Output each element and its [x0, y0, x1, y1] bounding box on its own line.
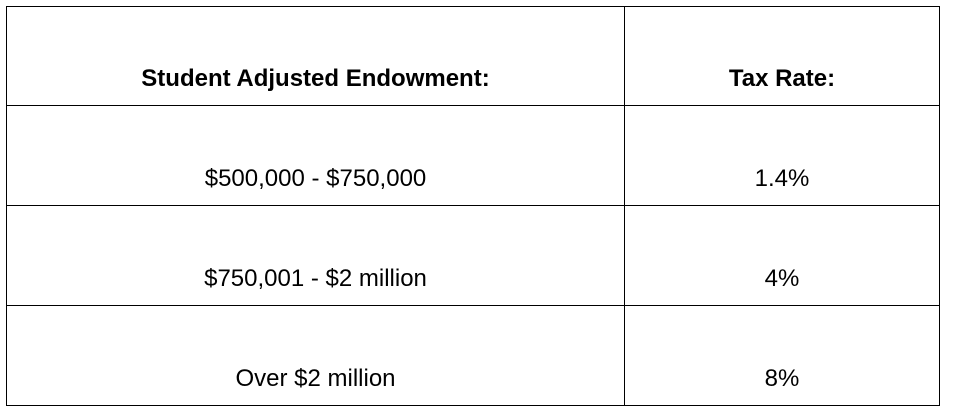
tax-rate-cell: 1.4% — [624, 105, 940, 206]
tax-rate-table: Student Adjusted Endowment: Tax Rate: $5… — [6, 6, 940, 406]
tax-rate-cell: 4% — [624, 205, 940, 306]
table-row: Over $2 million 8% — [6, 305, 940, 406]
header-tax-rate: Tax Rate: — [624, 6, 940, 106]
tax-rate-cell: 8% — [624, 305, 940, 406]
endowment-cell: $750,001 - $2 million — [6, 205, 625, 306]
table-row: $500,000 - $750,000 1.4% — [6, 105, 940, 206]
header-endowment: Student Adjusted Endowment: — [6, 6, 625, 106]
table-row: $750,001 - $2 million 4% — [6, 205, 940, 306]
endowment-cell: Over $2 million — [6, 305, 625, 406]
endowment-cell: $500,000 - $750,000 — [6, 105, 625, 206]
table-header-row: Student Adjusted Endowment: Tax Rate: — [6, 6, 940, 106]
